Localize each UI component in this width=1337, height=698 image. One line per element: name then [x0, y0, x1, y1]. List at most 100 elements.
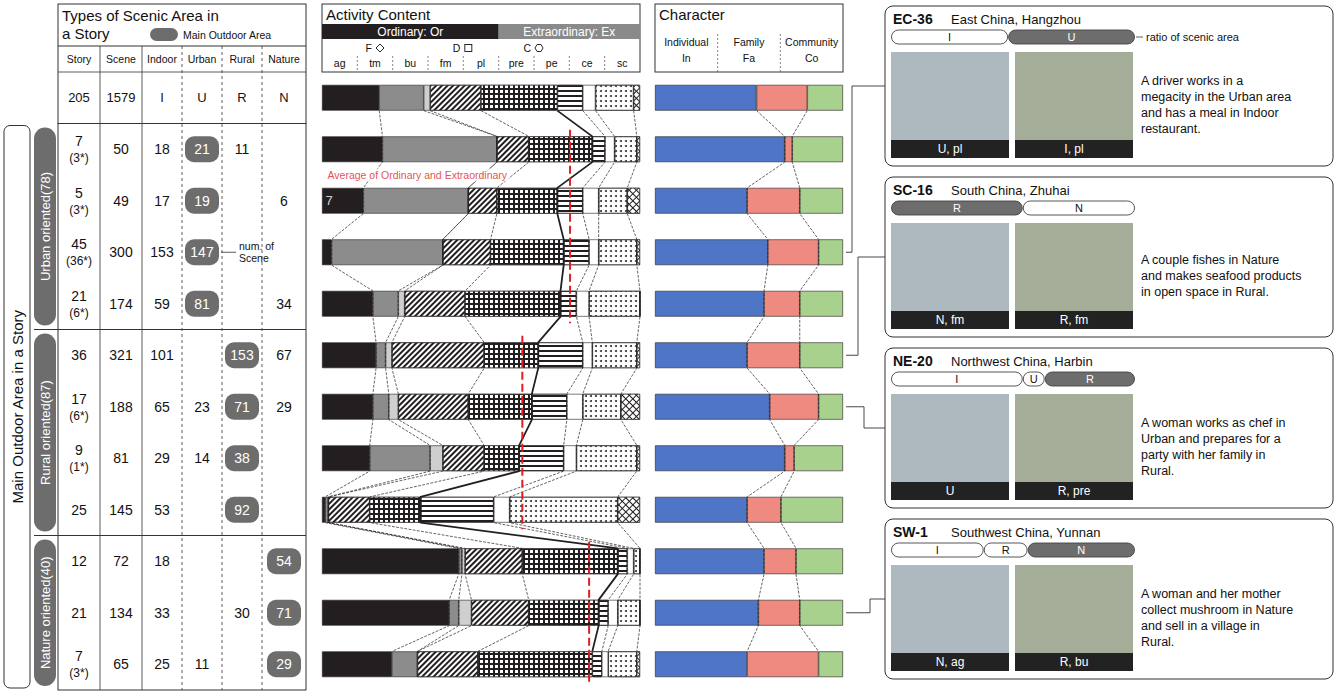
svg-text:a Story: a Story — [62, 25, 110, 42]
svg-text:23: 23 — [194, 399, 210, 415]
svg-text:7: 7 — [326, 193, 333, 208]
svg-text:18: 18 — [154, 553, 170, 569]
svg-text:Activity Content: Activity Content — [326, 6, 431, 23]
svg-text:(6*): (6*) — [69, 306, 88, 320]
svg-text:321: 321 — [109, 347, 133, 363]
svg-text:N, ag: N, ag — [936, 655, 965, 669]
svg-text:49: 49 — [113, 193, 129, 209]
svg-text:A couple fishes in Nature: A couple fishes in Nature — [1141, 253, 1279, 267]
svg-text:29: 29 — [276, 656, 292, 672]
svg-text:U: U — [1030, 373, 1038, 385]
svg-text:145: 145 — [109, 502, 133, 518]
svg-text:65: 65 — [113, 656, 129, 672]
svg-text:25: 25 — [154, 656, 170, 672]
svg-text:Family: Family — [734, 36, 766, 48]
svg-text:Nature oriented(40): Nature oriented(40) — [38, 556, 53, 669]
svg-text:11: 11 — [235, 141, 250, 157]
svg-text:East China, Hangzhou: East China, Hangzhou — [951, 12, 1081, 27]
svg-text:Urban oriented(78): Urban oriented(78) — [38, 172, 53, 281]
svg-text:Urban and prepares for a: Urban and prepares for a — [1141, 432, 1281, 446]
svg-text:ag: ag — [334, 57, 346, 69]
svg-text:153: 153 — [230, 347, 254, 363]
svg-text:(6*): (6*) — [69, 409, 88, 423]
svg-text:R: R — [1002, 544, 1010, 556]
svg-text:Extraordinary: Ex: Extraordinary: Ex — [523, 25, 615, 39]
svg-text:205: 205 — [68, 90, 90, 105]
svg-text:25: 25 — [71, 502, 87, 518]
svg-text:Community: Community — [785, 36, 839, 48]
svg-text:A driver works in a: A driver works in a — [1141, 74, 1243, 88]
svg-text:36: 36 — [71, 347, 87, 363]
svg-text:EC-36: EC-36 — [893, 11, 933, 27]
svg-text:101: 101 — [150, 347, 174, 363]
svg-text:71: 71 — [234, 399, 250, 415]
svg-text:tm: tm — [369, 57, 381, 69]
svg-text:174: 174 — [109, 296, 133, 312]
svg-text:29: 29 — [154, 450, 170, 466]
svg-text:38: 38 — [234, 450, 250, 466]
svg-text:Ordinary: Or: Ordinary: Or — [377, 25, 443, 39]
svg-text:(36*): (36*) — [66, 254, 92, 268]
svg-text:17: 17 — [71, 391, 87, 407]
svg-text:6: 6 — [280, 193, 288, 209]
svg-text:147: 147 — [190, 244, 214, 260]
svg-text:R, pre: R, pre — [1058, 484, 1091, 498]
svg-text:21: 21 — [194, 141, 210, 157]
svg-text:fm: fm — [440, 57, 452, 69]
svg-text:29: 29 — [276, 399, 292, 415]
svg-text:Nature: Nature — [268, 53, 300, 65]
svg-text:67: 67 — [276, 347, 292, 363]
svg-text:R: R — [1086, 373, 1094, 385]
svg-text:C: C — [523, 42, 531, 54]
svg-text:Types of Scenic Area in: Types of Scenic Area in — [62, 7, 219, 24]
svg-text:Character: Character — [659, 6, 725, 23]
svg-text:72: 72 — [113, 553, 129, 569]
svg-text:11: 11 — [195, 656, 210, 672]
svg-text:59: 59 — [154, 296, 170, 312]
svg-text:30: 30 — [234, 605, 250, 621]
svg-text:Scene: Scene — [239, 252, 269, 264]
svg-text:Rural oriented(87): Rural oriented(87) — [38, 380, 53, 485]
svg-text:collect mushroom in Nature: collect mushroom in Nature — [1141, 603, 1293, 617]
svg-text:Co: Co — [805, 52, 819, 64]
svg-text:153: 153 — [150, 244, 174, 260]
svg-text:and sell in a village in: and sell in a village in — [1141, 619, 1260, 633]
svg-text:Southwest China, Yunnan: Southwest China, Yunnan — [951, 525, 1100, 540]
svg-text:Northwest China, Harbin: Northwest China, Harbin — [951, 354, 1093, 369]
svg-text:U: U — [1068, 31, 1076, 43]
svg-text:14: 14 — [194, 450, 210, 466]
svg-text:num. of: num. of — [239, 240, 274, 252]
svg-text:R, bu: R, bu — [1060, 655, 1089, 669]
svg-text:Indoor: Indoor — [147, 53, 177, 65]
svg-text:12: 12 — [71, 553, 87, 569]
svg-text:Rural.: Rural. — [1141, 635, 1174, 649]
svg-text:ce: ce — [581, 57, 592, 69]
svg-text:N, fm: N, fm — [936, 313, 965, 327]
svg-text:65: 65 — [154, 399, 170, 415]
svg-text:R: R — [237, 90, 246, 105]
svg-text:I: I — [955, 373, 958, 385]
svg-text:pe: pe — [546, 57, 558, 69]
svg-text:Fa: Fa — [743, 52, 755, 64]
svg-text:and makes seafood products: and makes seafood products — [1141, 269, 1302, 283]
svg-text:and has a meal in Indoor: and has a meal in Indoor — [1141, 106, 1279, 120]
svg-text:Story: Story — [67, 53, 92, 65]
svg-text:I: I — [160, 90, 164, 105]
svg-text:in open space in Rural.: in open space in Rural. — [1141, 285, 1269, 299]
svg-text:N: N — [279, 90, 288, 105]
svg-text:pre: pre — [509, 57, 524, 69]
svg-text:I, pl: I, pl — [1064, 142, 1083, 156]
svg-text:21: 21 — [71, 288, 87, 304]
svg-text:17: 17 — [154, 193, 170, 209]
svg-text:81: 81 — [194, 296, 210, 312]
svg-text:134: 134 — [109, 605, 133, 621]
svg-text:A woman works as chef in: A woman works as chef in — [1141, 416, 1286, 430]
svg-text:U: U — [946, 484, 955, 498]
svg-text:92: 92 — [234, 502, 250, 518]
svg-text:53: 53 — [154, 502, 170, 518]
svg-text:A woman and her mother: A woman and her mother — [1141, 587, 1281, 601]
svg-text:19: 19 — [194, 193, 210, 209]
svg-text:SW-1: SW-1 — [893, 524, 928, 540]
svg-text:7: 7 — [75, 648, 83, 664]
svg-text:I: I — [936, 544, 939, 556]
